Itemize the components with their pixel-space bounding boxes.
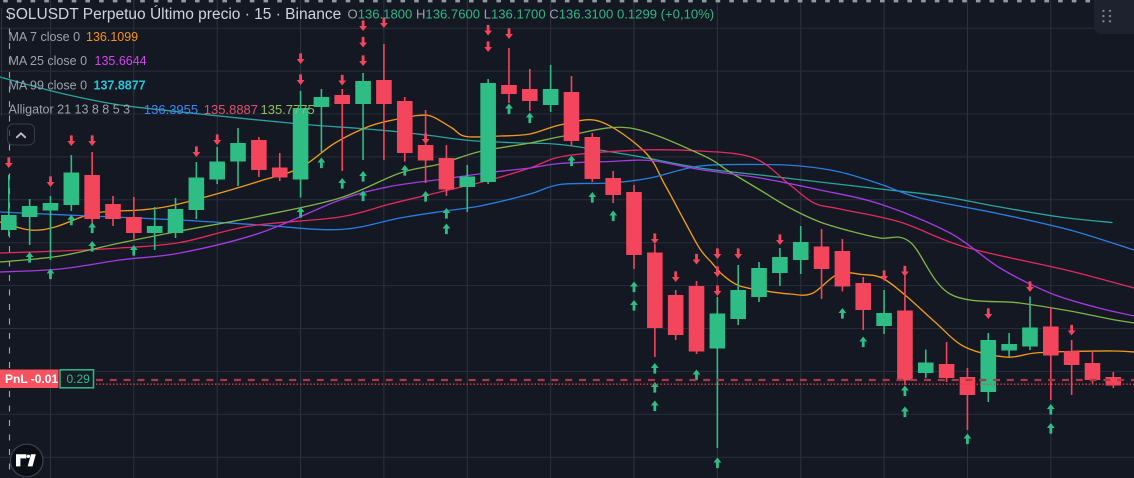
svg-text:O136.1800 H136.7600 L136.1700: O136.1800 H136.7600 L136.1700 C136.3100 … <box>348 7 715 22</box>
svg-text:MA 7 close 0 136.1099: MA 7 close 0 136.1099 <box>9 30 139 44</box>
svg-text:SOLUSDT Perpetuo Último precio: SOLUSDT Perpetuo Último precio · 15 · Bi… <box>6 6 342 23</box>
svg-text:135.8887: 135.8887 <box>204 102 258 117</box>
svg-text:Alligator 21 13 8 8 5 3: Alligator 21 13 8 8 5 3 <box>9 103 131 117</box>
svg-text:0.29: 0.29 <box>67 372 91 386</box>
svg-text:PnL -0.01: PnL -0.01 <box>5 372 58 386</box>
svg-text:MA 25 close 0 135.6644: MA 25 close 0 135.6644 <box>9 54 147 68</box>
svg-text:MA 99 close 0 137.8877: MA 99 close 0 137.8877 <box>9 79 146 93</box>
svg-text:136.3955: 136.3955 <box>144 102 198 117</box>
svg-text:135.7775: 135.7775 <box>261 102 315 117</box>
